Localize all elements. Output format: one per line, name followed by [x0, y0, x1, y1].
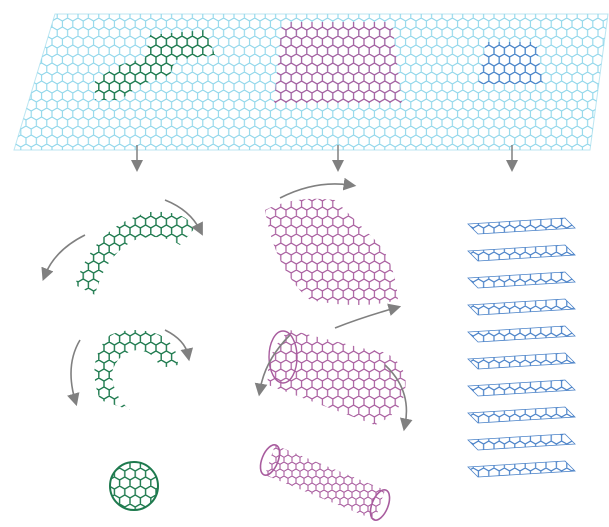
graphite-stack [467, 217, 576, 478]
graphene-layer [467, 433, 576, 451]
graphene-layer [467, 352, 576, 370]
graphene-layer [467, 271, 576, 289]
curved-arrow-icon [254, 334, 291, 397]
curved-arrow-icon [334, 303, 402, 329]
curved-arrow-icon [41, 234, 86, 281]
curved-arrow-icon [279, 177, 357, 199]
buckyball-source-region [95, 30, 215, 100]
graphene-layer [467, 325, 576, 343]
curved-fragment-1 [75, 211, 195, 295]
graphene-layer [467, 460, 576, 478]
rolling-sheet [265, 198, 398, 305]
curved-arrow-icon [164, 329, 194, 362]
curved-arrow-icon [164, 199, 203, 236]
curved-fragment-2 [94, 330, 178, 410]
graphene-layer [467, 298, 576, 316]
graphene-layer [467, 379, 576, 397]
graphite-source-region [478, 42, 543, 84]
graphene-layer [467, 244, 576, 262]
graphene-layer [467, 217, 576, 235]
curved-arrow-icon [67, 339, 81, 407]
buckyball [109, 461, 159, 511]
half-rolled-tube [267, 330, 406, 425]
graphene-layer [467, 406, 576, 424]
nanotube-source-region [274, 22, 402, 103]
curved-arrow-icon [384, 364, 413, 432]
carbon-nanotube [259, 444, 391, 521]
